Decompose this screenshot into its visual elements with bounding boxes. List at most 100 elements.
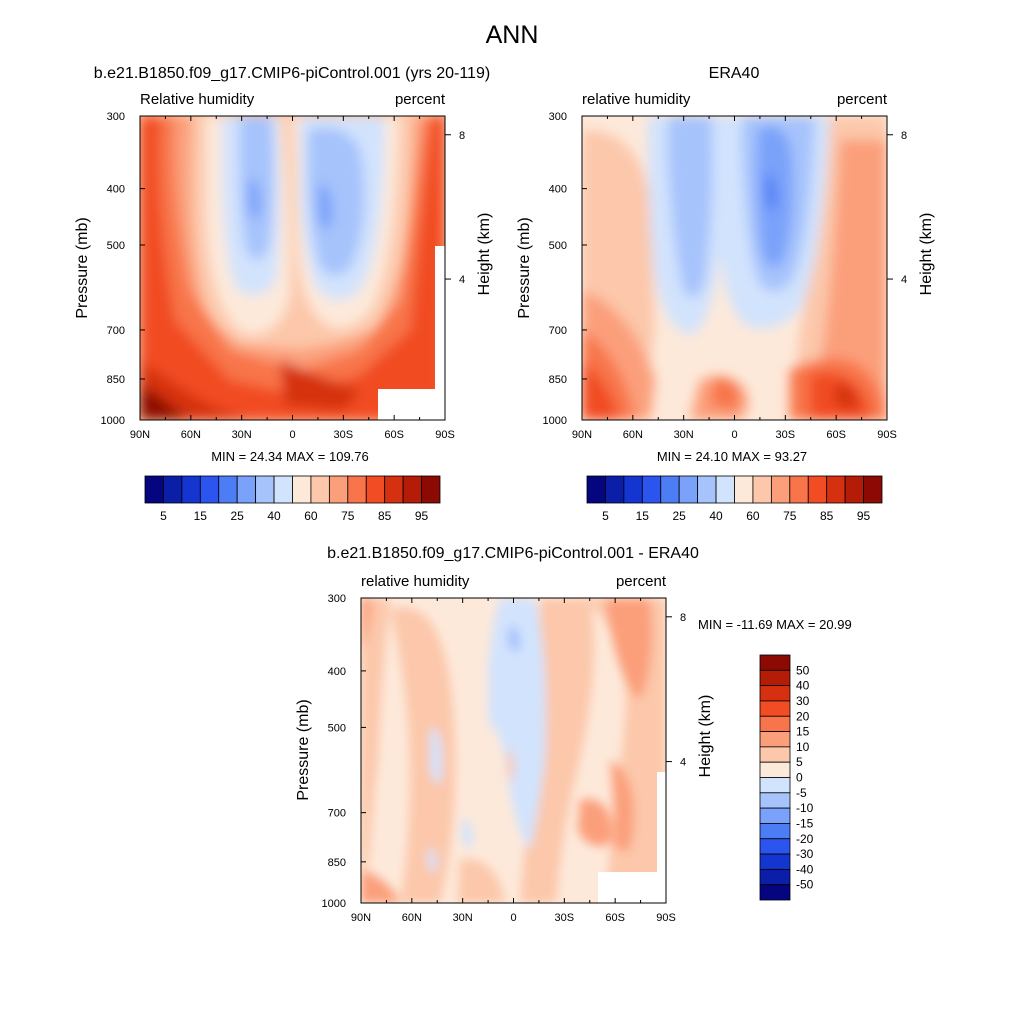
colorbar-swatch [697,475,717,504]
height-tick-label: 4 [901,274,907,286]
colorbar-swatch [759,731,791,748]
colorbar-label: 10 [796,740,810,754]
x-tick-label: 90S [435,429,455,441]
x-tick-label: 30N [453,912,473,924]
colorbar-swatch [641,475,662,504]
colorbar-swatch [759,807,791,824]
x-tick-label: 0 [510,912,516,924]
colorbar-swatch [660,475,680,504]
axes: 90N 60N 30N 0 30S 60S 90S 300 400 500 700 850 1000 8 4 [101,111,466,441]
contour-field [582,116,887,420]
height-tick-label: 4 [680,757,686,769]
colorbar-label: 40 [709,509,723,523]
colorbar-swatch [826,475,846,504]
panel-title: b.e21.B1850.f09_g17.CMIP6-piControl.001 … [327,545,699,562]
colorbar-label: 40 [796,679,810,693]
x-tick-label: 90N [572,429,592,441]
y-tick-label: 700 [107,325,125,337]
colorbar-label: -15 [796,816,814,830]
colorbar-label: 95 [857,509,871,523]
colorbar-swatch [255,475,275,504]
colorbar-swatch [402,475,422,504]
colorbar-swatch [144,475,164,504]
x-tick-label: 30S [334,429,354,441]
colorbar-swatch [759,792,791,809]
colorbar-swatch [759,884,791,901]
colorbar-label: 40 [267,509,281,523]
colorbar-label: 5 [602,509,609,523]
panel-difference: b.e21.B1850.f09_g17.CMIP6-piControl.001 … [295,545,852,924]
y-tick-label: 400 [549,184,567,196]
colorbar-swatch [759,685,791,702]
colorbar-swatch [715,475,735,504]
colorbar-swatch [759,838,791,855]
colorbar-label: -40 [796,862,814,876]
colorbar-label: 15 [796,725,810,739]
colorbar-swatch [759,761,791,778]
height-axis-label: Height (km) [697,695,714,778]
panel-era40: ERA40 relative humidity percent [516,65,935,523]
x-tick-label: 60S [826,429,846,441]
x-tick-label: 60S [605,912,625,924]
min-max-readout: MIN = -11.69 MAX = 20.99 [698,617,852,632]
colorbar-swatch [365,475,386,504]
colorbar-swatch [789,475,809,504]
colorbar-swatch [236,475,257,504]
colorbar-label: -30 [796,847,814,861]
colorbar-label: -5 [796,786,807,800]
colorbar-label: 85 [378,509,392,523]
colorbar-label: 50 [796,663,810,677]
colorbar-label: -10 [796,801,814,815]
colorbar-swatch [218,475,238,504]
colorbar-swatch [759,669,791,687]
colorbar-swatch [421,475,441,504]
colorbar-swatch [759,868,791,886]
colorbar-swatch [759,746,791,763]
y-tick-label: 500 [549,240,567,252]
colorbar-label: 0 [796,771,803,785]
colorbar-swatch [759,777,791,794]
colorbar-label: 60 [746,509,760,523]
colorbar-label: 60 [304,509,318,523]
height-tick-label: 8 [680,612,686,624]
y-tick-label: 1000 [543,415,567,427]
min-max-readout: MIN = 24.34 MAX = 109.76 [211,449,369,464]
y-tick-label: 300 [328,593,346,605]
axes: 90N 60N 30N 0 30S 60S 90S 300 400 500 700 850 1000 8 4 [543,111,908,441]
y-tick-label: 850 [549,374,567,386]
colorbar-swatch [759,715,791,732]
colorbar-swatch [181,475,201,504]
units-label: percent [395,91,446,108]
panel-title: ERA40 [709,65,760,82]
x-tick-label: 0 [289,429,295,441]
x-tick-label: 30N [232,429,252,441]
colorbar-swatch [163,475,183,504]
height-tick-label: 4 [459,274,465,286]
colorbar-swatch [759,654,791,671]
y-tick-label: 400 [328,666,346,678]
height-axis-label: Height (km) [918,213,935,296]
height-axis-label: Height (km) [476,213,493,296]
colorbar: 5 15 25 40 60 75 85 95 [586,475,883,523]
colorbar-label: 25 [231,509,245,523]
figure-title: ANN [486,21,539,49]
x-tick-label: 60S [384,429,404,441]
colorbar-label: 15 [194,509,208,523]
x-tick-label: 30S [555,912,575,924]
y-tick-label: 1000 [101,415,125,427]
colorbar-label: 75 [341,509,355,523]
colorbar-label: -50 [796,878,814,892]
colorbar-swatch [384,475,404,504]
colorbar-swatch [310,475,330,504]
colorbar-label: 5 [796,755,803,769]
panel-model: b.e21.B1850.f09_g17.CMIP6-piControl.001 … [74,65,493,523]
units-label: percent [616,573,667,590]
colorbar-swatch [678,475,699,504]
left-field-label: relative humidity [582,91,691,108]
x-tick-label: 60N [402,912,422,924]
y-tick-label: 850 [328,857,346,869]
colorbar-swatch [770,475,791,504]
colorbar-swatch [759,700,791,717]
y-tick-label: 850 [107,374,125,386]
